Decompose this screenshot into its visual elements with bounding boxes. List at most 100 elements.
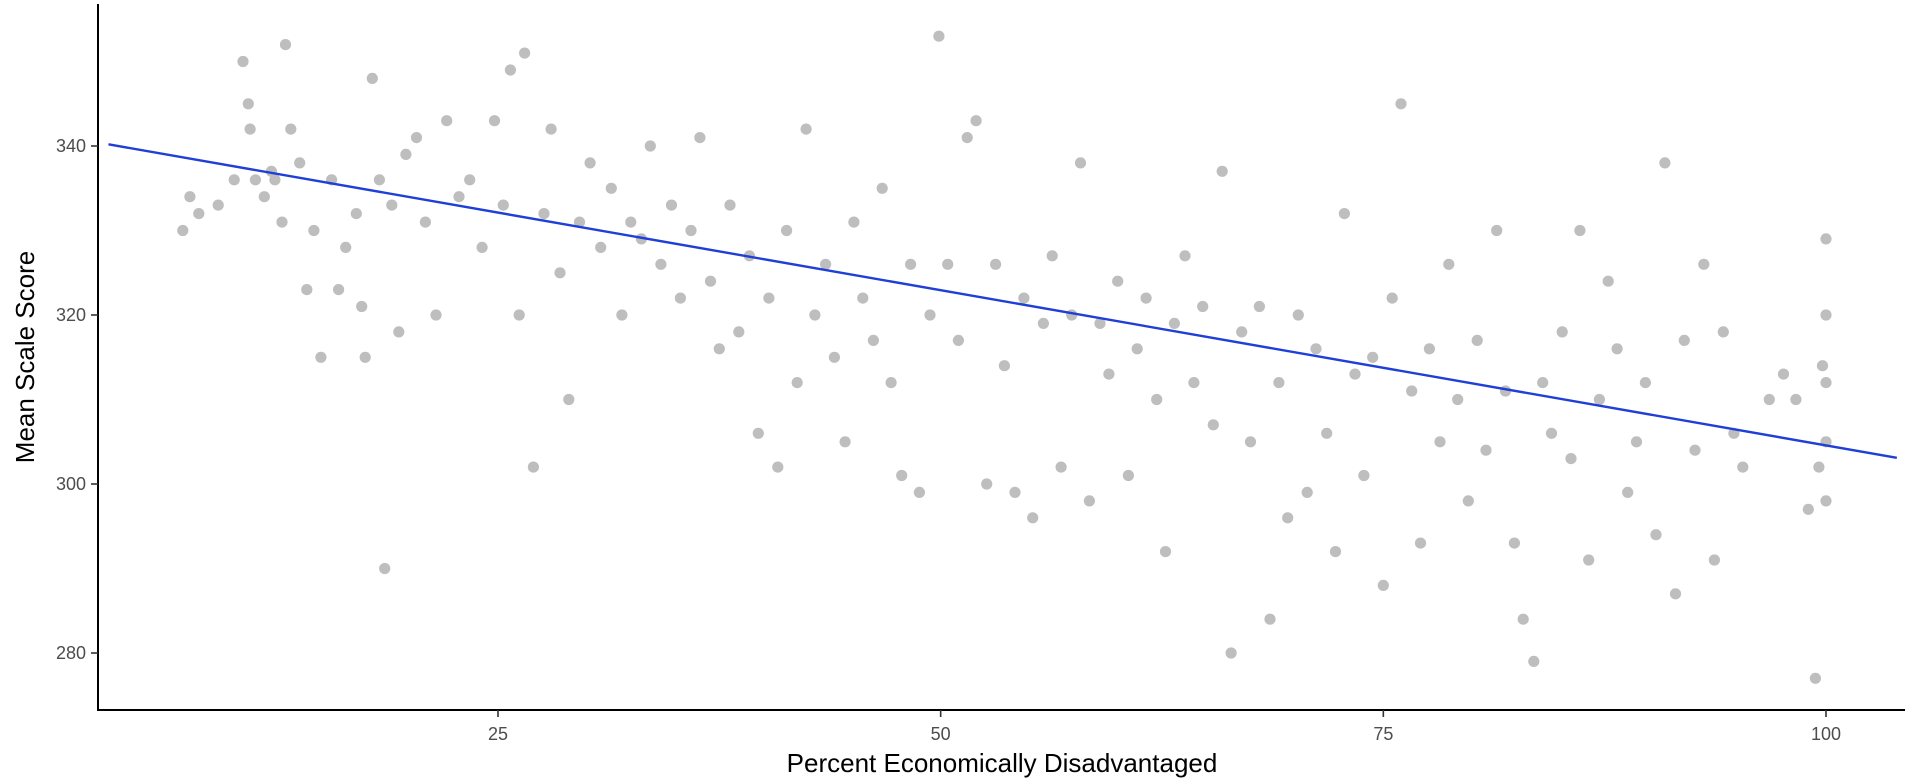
data-point	[1777, 368, 1790, 380]
data-point	[1414, 537, 1427, 549]
data-point	[942, 258, 954, 270]
data-point	[1112, 275, 1124, 287]
data-point	[1046, 250, 1058, 262]
data-point	[242, 98, 254, 110]
y-tick-label: 320	[56, 305, 86, 325]
data-point	[1790, 393, 1802, 406]
data-point	[605, 182, 617, 194]
data-point	[301, 284, 313, 296]
data-point	[276, 216, 288, 228]
data-point	[1537, 377, 1549, 389]
data-point	[1583, 554, 1595, 566]
data-point	[685, 224, 697, 237]
data-point	[1292, 309, 1304, 321]
data-point	[1763, 393, 1775, 406]
data-point	[1689, 444, 1701, 456]
data-point	[340, 241, 352, 253]
data-point	[244, 123, 256, 135]
data-point	[366, 72, 378, 84]
data-point	[212, 199, 224, 211]
x-axis-title: Percent Economically Disadvantaged	[787, 748, 1218, 778]
data-point	[1395, 98, 1407, 110]
data-point	[952, 334, 965, 346]
data-point	[998, 360, 1011, 372]
data-point	[504, 64, 516, 76]
data-point	[1131, 343, 1143, 355]
data-point	[1602, 275, 1614, 287]
data-point	[885, 377, 897, 389]
data-point	[1565, 453, 1577, 465]
data-point	[513, 309, 525, 321]
data-point	[1622, 486, 1634, 498]
data-point	[1273, 377, 1285, 389]
data-point	[177, 224, 189, 237]
data-point	[1179, 250, 1191, 262]
data-point	[595, 241, 607, 253]
data-point	[497, 199, 509, 211]
data-point	[828, 351, 841, 363]
data-point	[763, 292, 775, 304]
data-point	[527, 461, 540, 473]
data-point	[933, 30, 945, 42]
y-axis-title: Mean Scale Score	[10, 251, 40, 463]
data-point	[1018, 292, 1030, 304]
data-point	[379, 562, 391, 575]
data-point	[237, 55, 249, 68]
x-axis-ticks: 25 50 75 100	[488, 710, 1841, 744]
data-point	[867, 334, 880, 346]
data-point	[1737, 461, 1749, 473]
data-point	[1027, 512, 1039, 524]
data-point	[970, 115, 982, 127]
data-point	[839, 436, 851, 448]
data-point	[905, 258, 917, 270]
data-point	[772, 461, 784, 473]
data-point	[752, 427, 764, 439]
data-point	[1301, 486, 1313, 498]
data-point	[1140, 292, 1152, 304]
data-point	[1545, 427, 1558, 439]
data-point	[1802, 503, 1814, 515]
data-point	[419, 216, 431, 228]
data-point	[1820, 309, 1832, 321]
data-point	[1820, 495, 1832, 507]
x-tick-label: 50	[931, 724, 951, 744]
data-point	[1820, 377, 1832, 389]
data-point	[1244, 436, 1257, 448]
data-point	[1188, 377, 1200, 389]
data-point	[1197, 300, 1209, 313]
data-point	[1329, 546, 1342, 558]
data-point	[1659, 157, 1671, 169]
data-point	[1443, 258, 1455, 270]
data-point	[1434, 436, 1446, 448]
data-point	[430, 309, 442, 321]
data-point	[464, 174, 476, 186]
data-point	[625, 216, 637, 228]
data-point	[1009, 486, 1021, 498]
data-point	[1151, 393, 1163, 406]
data-point	[924, 309, 936, 321]
data-point	[1508, 537, 1520, 549]
data-point	[1593, 393, 1605, 406]
data-point	[584, 157, 596, 169]
data-point	[1094, 317, 1106, 329]
data-point	[294, 157, 306, 169]
data-point	[1491, 224, 1503, 237]
data-point	[1386, 292, 1398, 304]
data-point	[1310, 343, 1322, 355]
data-point	[655, 258, 667, 270]
data-point	[1253, 300, 1265, 313]
data-point	[350, 208, 362, 220]
data-point	[1074, 157, 1087, 169]
data-point	[1338, 208, 1350, 220]
data-point	[1452, 393, 1464, 406]
data-point	[573, 216, 586, 228]
data-point	[1358, 469, 1370, 482]
data-point	[674, 292, 687, 304]
data-point	[1717, 326, 1729, 338]
data-point	[1630, 436, 1643, 448]
data-point	[1122, 469, 1134, 482]
data-point	[393, 326, 405, 338]
data-point	[809, 309, 821, 321]
data-point	[1282, 512, 1294, 524]
